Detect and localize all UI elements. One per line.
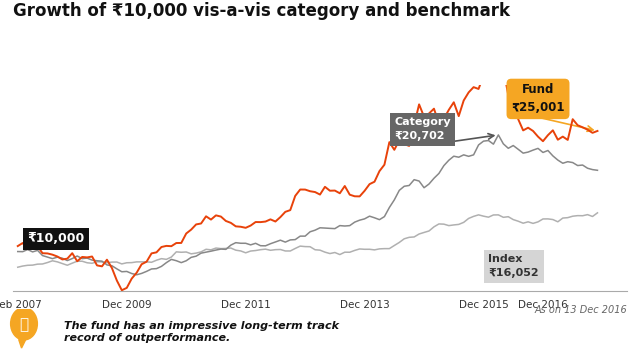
Text: ⓘ: ⓘ (19, 317, 29, 332)
Circle shape (11, 307, 37, 340)
Text: Index
₹16,052: Index ₹16,052 (488, 255, 539, 278)
Text: As on 13 Dec 2016: As on 13 Dec 2016 (534, 305, 627, 315)
Text: Fund
₹25,001: Fund ₹25,001 (511, 83, 564, 114)
Text: The fund has an impressive long-term track
record of outperformance.: The fund has an impressive long-term tra… (64, 321, 339, 343)
Text: ₹10,000: ₹10,000 (28, 233, 85, 245)
Polygon shape (19, 339, 26, 348)
Text: Growth of ₹10,000 vis-a-vis category and benchmark: Growth of ₹10,000 vis-a-vis category and… (13, 2, 510, 20)
Text: Category
₹20,702: Category ₹20,702 (394, 117, 451, 141)
